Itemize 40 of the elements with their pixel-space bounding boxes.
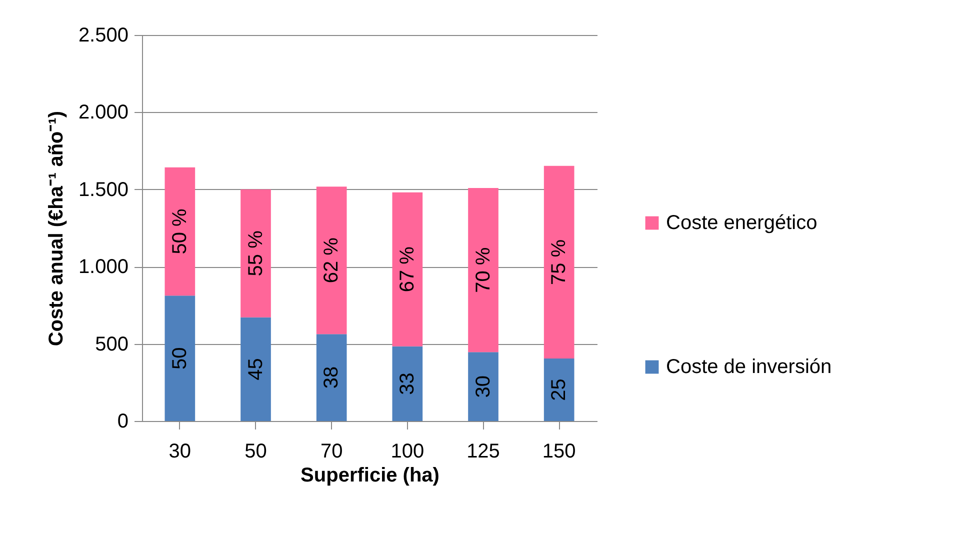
bar bbox=[468, 352, 498, 421]
annotation: 67 % bbox=[396, 246, 418, 292]
x-tick-label: 30 bbox=[168, 440, 192, 462]
y-tick-label: 1.000 bbox=[78, 256, 128, 278]
annotation: 50 % bbox=[168, 208, 191, 254]
annotation: 33 bbox=[396, 372, 418, 395]
annotation: 70 % bbox=[472, 247, 494, 293]
x-tick-label: 70 bbox=[320, 440, 343, 462]
x-tick-label: 125 bbox=[466, 440, 500, 462]
bar bbox=[164, 167, 196, 296]
x-tick-label: 50 bbox=[244, 440, 267, 462]
bar bbox=[240, 317, 271, 421]
legend-label: Coste energético bbox=[666, 212, 818, 234]
legend-label: Coste de inversión bbox=[666, 356, 832, 378]
annotation: 55 % bbox=[244, 230, 267, 276]
bar bbox=[468, 188, 498, 352]
annotation: 45 bbox=[244, 358, 267, 380]
bar bbox=[164, 296, 196, 421]
annotation: 75 % bbox=[548, 239, 570, 285]
annotation: 25 bbox=[548, 378, 570, 401]
y-axis-title: Coste anual (€ha⁻¹ año⁻¹) bbox=[45, 110, 68, 346]
bar bbox=[392, 192, 423, 346]
y-tick-label: 2.000 bbox=[78, 102, 128, 124]
bar bbox=[392, 346, 423, 421]
bar bbox=[240, 189, 271, 318]
x-tick-label: 100 bbox=[390, 440, 424, 462]
x-tick-label: 150 bbox=[542, 440, 576, 462]
bar bbox=[316, 334, 347, 421]
annotation: 30 bbox=[472, 375, 494, 398]
annotation: 50 bbox=[168, 347, 191, 370]
bar bbox=[544, 166, 574, 358]
bar bbox=[544, 358, 574, 421]
bar bbox=[316, 186, 347, 334]
y-tick-label: 0 bbox=[117, 410, 128, 432]
annotation: 38 bbox=[320, 366, 343, 389]
y-tick-label: 500 bbox=[95, 333, 128, 356]
x-axis-title: Superficie (ha) bbox=[300, 464, 440, 486]
y-tick-label: 1.500 bbox=[78, 178, 128, 201]
annotation: 62 % bbox=[320, 237, 343, 284]
y-tick-label: 2.500 bbox=[78, 24, 128, 46]
